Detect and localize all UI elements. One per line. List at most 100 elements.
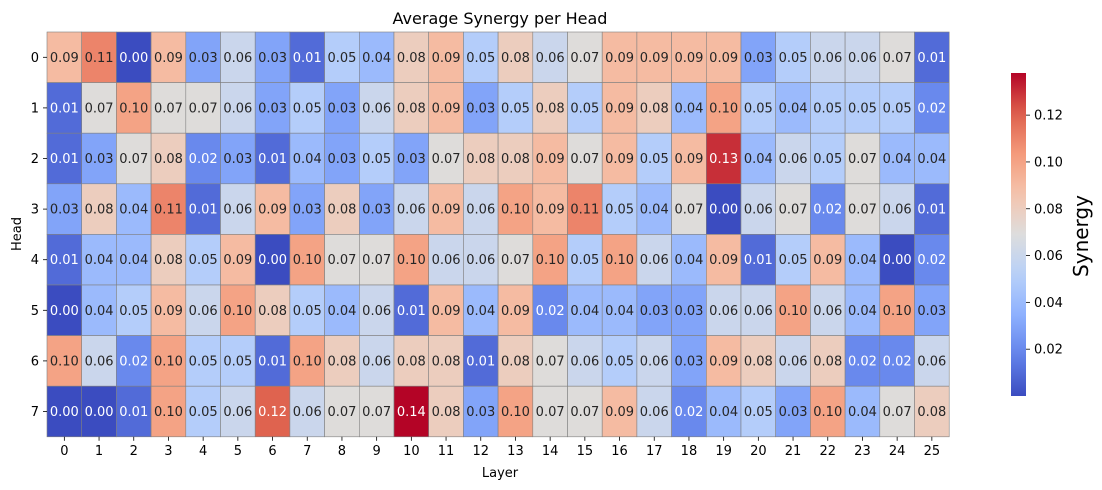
heatmap-cell xyxy=(844,82,881,134)
cell-value-label: 0.06 xyxy=(744,203,773,218)
cell-value-label: 0.05 xyxy=(293,304,322,319)
cell-value-label: 0.04 xyxy=(605,304,634,319)
cell-value-label: 0.06 xyxy=(709,304,738,319)
cell-value-label: 0.11 xyxy=(85,51,114,66)
x-axis-ticks: 0 1 2 3 4 5 6 7 8 9 10 11 12 13 14 15 16 17 18 19 20 21 22 23 24… xyxy=(60,436,940,459)
cell-value-label: 0.06 xyxy=(536,51,565,66)
cell-value-label: 0.02 xyxy=(674,405,703,420)
cell-value-label: 0.06 xyxy=(640,253,669,268)
cell-value-label: 0.11 xyxy=(570,203,599,218)
x-axis-title: Layer xyxy=(482,466,519,481)
cell-value-label: 0.02 xyxy=(189,152,218,167)
cell-value-label: 0.08 xyxy=(85,203,114,218)
cell-value-label: 0.10 xyxy=(709,101,738,116)
cell-value-label: 0.08 xyxy=(327,354,356,369)
cell-value-label: 0.01 xyxy=(189,203,218,218)
heatmap-cell xyxy=(81,335,117,387)
cell-value-label: 0.06 xyxy=(223,405,252,420)
heatmap-cell xyxy=(914,82,950,134)
heatmap-cell xyxy=(324,132,360,185)
heatmap-cell xyxy=(463,284,499,336)
cell-value-label: 0.03 xyxy=(50,203,79,218)
cell-value-label: 0.11 xyxy=(154,203,183,218)
cell-value-label: 0.06 xyxy=(744,304,773,319)
cell-value-label: 0.13 xyxy=(709,152,738,167)
heatmap-cell xyxy=(914,335,950,387)
heatmap-cell xyxy=(636,234,672,286)
heatmap-cell xyxy=(705,284,742,336)
heatmap-cell xyxy=(358,183,395,235)
heatmap-cell xyxy=(254,385,291,438)
cell-value-label: 0.05 xyxy=(570,253,599,268)
heatmap-cell xyxy=(671,284,707,336)
x-tick-label: 10 xyxy=(403,444,420,459)
cell-value-label: 0.08 xyxy=(501,354,530,369)
heatmap-cell xyxy=(601,82,638,134)
colorbar-tick-label: 0.12 xyxy=(1034,109,1063,124)
heatmap-cell xyxy=(150,132,187,185)
cell-value-label: 0.08 xyxy=(501,152,530,167)
heatmap-cell xyxy=(116,31,152,83)
heatmap-cell xyxy=(740,284,777,336)
x-tick-label: 6 xyxy=(268,444,276,459)
heatmap-cell xyxy=(671,183,707,235)
cell-value-label: 0.05 xyxy=(362,152,391,167)
cell-value-label: 0.03 xyxy=(85,152,114,167)
x-tick-label: 0 xyxy=(60,444,68,459)
heatmap-cell xyxy=(428,335,464,387)
cell-value-label: 0.08 xyxy=(640,101,669,116)
heatmap-cell xyxy=(324,183,360,235)
cell-value-label: 0.07 xyxy=(570,405,599,420)
cell-value-label: 0.00 xyxy=(883,253,912,268)
cell-value-label: 0.08 xyxy=(813,354,842,369)
cell-value-label: 0.06 xyxy=(397,203,426,218)
heatmap-cell xyxy=(775,335,811,387)
heatmap-cell xyxy=(567,284,603,336)
colorbar-tick-label: 0.10 xyxy=(1034,155,1063,170)
cell-value-label: 0.09 xyxy=(674,152,703,167)
heatmap-cell xyxy=(879,132,915,185)
x-tick-label: 15 xyxy=(577,444,594,459)
cell-value-label: 0.01 xyxy=(397,304,426,319)
heatmap-cell xyxy=(324,385,360,438)
heatmap-cell xyxy=(671,234,707,286)
cell-value-label: 0.06 xyxy=(223,51,252,66)
cell-value-label: 0.05 xyxy=(640,152,669,167)
heatmap-cell xyxy=(220,31,256,83)
cell-value-label: 0.06 xyxy=(466,253,495,268)
heatmap-cell xyxy=(914,132,950,185)
cell-value-label: 0.05 xyxy=(605,354,634,369)
heatmap-cell xyxy=(740,132,777,185)
cell-value-label: 0.01 xyxy=(744,253,773,268)
heatmap-cell xyxy=(428,82,464,134)
cell-value-label: 0.07 xyxy=(570,152,599,167)
heatmap-cell xyxy=(879,82,915,134)
cell-value-label: 0.06 xyxy=(917,354,946,369)
cell-value-label: 0.08 xyxy=(501,51,530,66)
cell-value-label: 0.10 xyxy=(779,304,808,319)
heatmap-cell xyxy=(879,183,915,235)
cell-value-label: 0.05 xyxy=(848,101,877,116)
heatmap-cell xyxy=(463,82,499,134)
heatmap-cell xyxy=(844,234,881,286)
cell-value-label: 0.09 xyxy=(154,304,183,319)
heatmap-cell xyxy=(81,31,117,83)
cell-value-label: 0.03 xyxy=(779,405,808,420)
cell-value-label: 0.05 xyxy=(744,405,773,420)
cell-value-label: 0.07 xyxy=(501,253,530,268)
heatmap-cell xyxy=(324,284,360,336)
heatmap-cell xyxy=(671,82,707,134)
y-tick-label: 6 xyxy=(31,354,39,369)
x-tick-label: 14 xyxy=(542,444,559,459)
cell-value-label: 0.05 xyxy=(189,354,218,369)
heatmap-cell xyxy=(844,183,881,235)
heatmap-cells xyxy=(46,31,950,438)
cell-value-label: 0.00 xyxy=(709,203,738,218)
cell-value-label: 0.09 xyxy=(50,51,79,66)
cell-value-label: 0.10 xyxy=(223,304,252,319)
heatmap-cell xyxy=(185,284,221,336)
heatmap-cell xyxy=(532,234,568,286)
cell-value-label: 0.08 xyxy=(397,51,426,66)
y-axis-ticks: 0 1 2 3 4 5 6 7 xyxy=(31,51,47,420)
cell-value-label: 0.07 xyxy=(883,51,912,66)
